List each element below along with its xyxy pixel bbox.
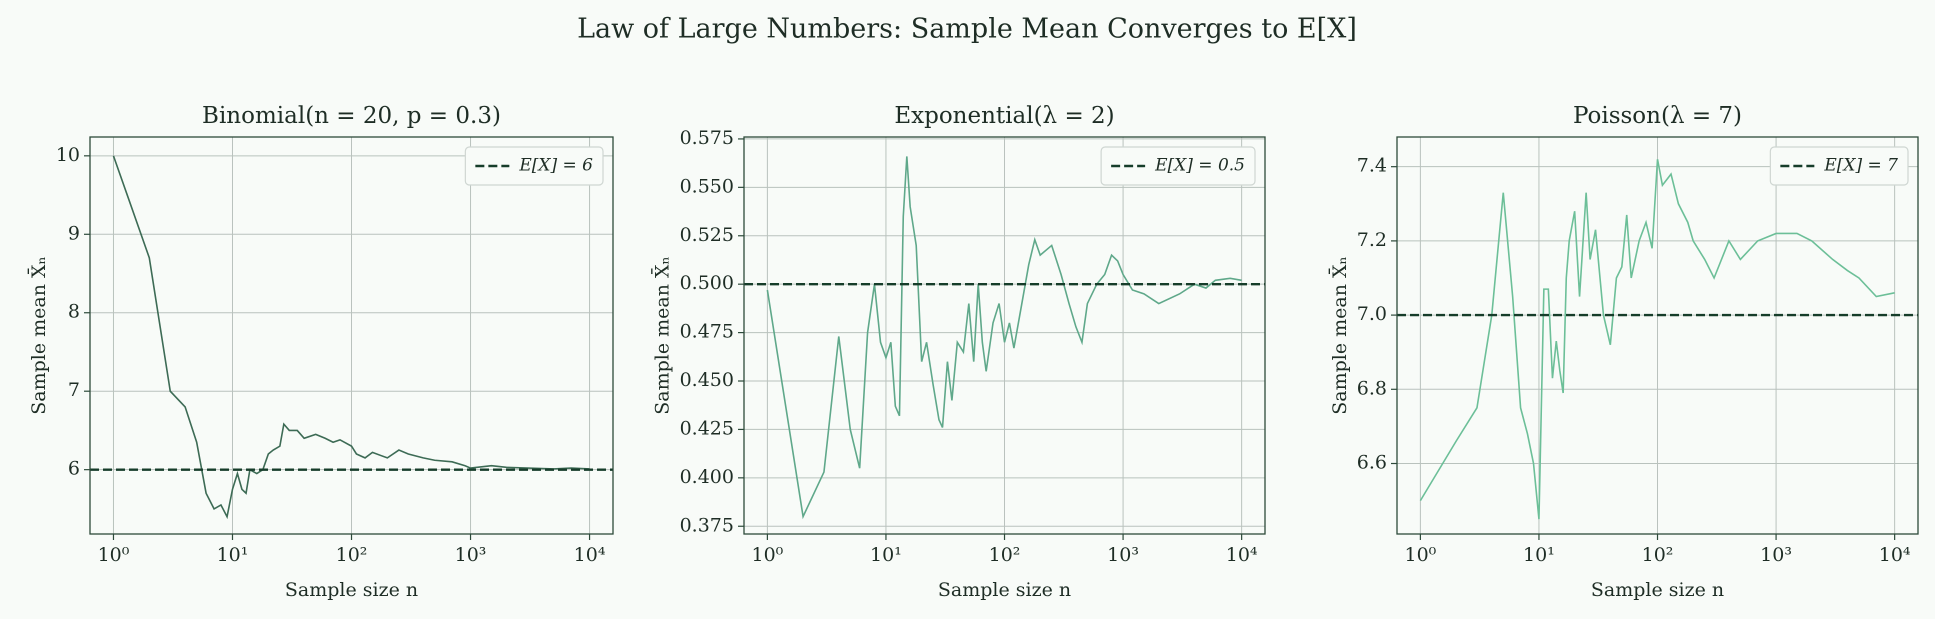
y-tick-label: 0.400 — [680, 466, 734, 488]
subplot: 10⁰ 10¹ 10² 10³ 10⁴ 6.6 6.8 7.0 7.2 7.4 Poisson(λ … — [1327, 103, 1919, 601]
data-line — [112, 155, 590, 520]
axes-frame — [89, 136, 614, 535]
x-tick-label: 10¹ — [870, 544, 902, 566]
x-tick-label: 10¹ — [1523, 544, 1555, 566]
x-tick-label: 10⁴ — [1879, 544, 1911, 566]
subplot-title: Binomial(n = 20, p = 0.3) — [202, 103, 501, 129]
y-tick-label: 0.500 — [680, 272, 734, 294]
y-tick-label: 0.475 — [680, 321, 734, 343]
x-tick-label: 10⁰ — [1404, 544, 1436, 566]
y-tick-label: 0.550 — [680, 175, 734, 197]
y-tick-label: 7.4 — [1357, 155, 1387, 177]
x-tick-label: 10³ — [1760, 544, 1792, 566]
x-tick-label: 10⁰ — [751, 544, 783, 566]
legend: E[X] = 0.5 — [1100, 146, 1256, 186]
x-tick-label: 10³ — [455, 544, 487, 566]
legend-box — [1769, 146, 1909, 186]
x-axis-label: Sample size n — [285, 579, 418, 601]
subplot-title: Exponential(λ = 2) — [894, 103, 1114, 129]
subplot: 10⁰ 10¹ 10² 10³ 10⁴ 6 7 8 9 10 Binomial(n = 20, p … — [26, 103, 614, 601]
axes-frame — [743, 136, 1266, 535]
y-tick-label: 9 — [68, 222, 80, 244]
subplot: 10⁰ 10¹ 10² 10³ 10⁴ 0.375 0.400 0.425 0.450 0.475… — [650, 103, 1266, 601]
x-tick-label: 10⁰ — [98, 544, 130, 566]
legend-box — [464, 146, 604, 186]
legend-box — [1100, 146, 1256, 186]
x-tick-label: 10⁴ — [1226, 544, 1258, 566]
x-tick-label: 10² — [989, 544, 1021, 566]
data-line — [1419, 159, 1895, 520]
y-tick-label: 7.2 — [1357, 229, 1387, 251]
axes-frame — [1396, 136, 1919, 535]
legend-label: E[X] = 0.5 — [1154, 156, 1245, 176]
x-tick-label: 10⁴ — [574, 544, 606, 566]
y-tick-label: 0.375 — [680, 514, 734, 536]
x-tick-label: 10¹ — [217, 544, 249, 566]
y-axis-label: Sample mean X̄ₙ — [26, 256, 49, 415]
y-tick-label: 0.575 — [680, 127, 734, 149]
y-tick-label: 7.0 — [1357, 303, 1387, 325]
x-axis-label: Sample size n — [938, 579, 1071, 601]
x-tick-label: 10² — [1642, 544, 1674, 566]
legend: E[X] = 7 — [1769, 146, 1909, 186]
legend-label: E[X] = 7 — [1823, 156, 1898, 176]
y-tick-label: 8 — [68, 301, 80, 323]
y-axis-label: Sample mean X̄ₙ — [1327, 256, 1350, 415]
y-tick-label: 0.425 — [680, 417, 734, 439]
legend: E[X] = 6 — [464, 146, 604, 186]
y-tick-label: 10 — [56, 144, 80, 166]
y-axis-label: Sample mean X̄ₙ — [650, 256, 673, 415]
y-tick-label: 6 — [68, 458, 80, 480]
x-axis-label: Sample size n — [1591, 579, 1724, 601]
y-tick-label: 6.8 — [1357, 377, 1387, 399]
data-line — [766, 156, 1242, 520]
y-tick-label: 0.450 — [680, 369, 734, 391]
y-tick-label: 0.525 — [680, 224, 734, 246]
y-tick-label: 6.6 — [1357, 452, 1387, 474]
y-tick-label: 7 — [68, 379, 80, 401]
figure-title: Law of Large Numbers: Sample Mean Conver… — [577, 14, 1357, 45]
subplot-title: Poisson(λ = 7) — [1573, 103, 1742, 129]
legend-label: E[X] = 6 — [518, 156, 593, 176]
x-tick-label: 10² — [336, 544, 368, 566]
x-tick-label: 10³ — [1107, 544, 1139, 566]
